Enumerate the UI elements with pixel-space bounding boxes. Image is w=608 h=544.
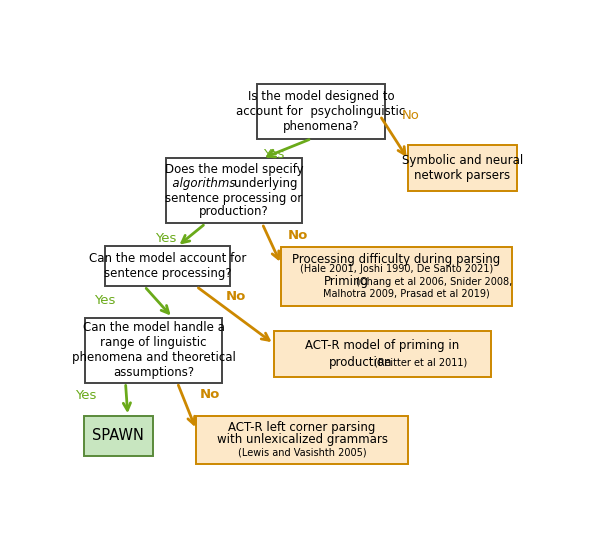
FancyBboxPatch shape — [408, 145, 517, 191]
Text: algorithms: algorithms — [170, 177, 236, 190]
FancyBboxPatch shape — [165, 158, 302, 224]
FancyBboxPatch shape — [85, 416, 153, 456]
Text: Can the model handle a
range of linguistic
phenomena and theoretical
assumptions: Can the model handle a range of linguist… — [72, 321, 236, 379]
FancyBboxPatch shape — [105, 246, 230, 286]
Text: production?: production? — [199, 206, 269, 218]
Text: Yes: Yes — [94, 294, 115, 307]
FancyBboxPatch shape — [257, 84, 385, 139]
Text: Priming: Priming — [323, 275, 368, 288]
Text: (Hale 2001, Joshi 1990, De Santo 2021): (Hale 2001, Joshi 1990, De Santo 2021) — [300, 264, 493, 274]
Text: (Chang et al 2006, Snider 2008,: (Chang et al 2006, Snider 2008, — [356, 277, 513, 287]
Text: Does the model specify: Does the model specify — [165, 164, 303, 176]
Text: No: No — [226, 290, 246, 303]
Text: No: No — [402, 109, 420, 122]
Text: ACT-R model of priming in: ACT-R model of priming in — [305, 339, 460, 353]
Text: No: No — [287, 230, 308, 243]
Text: Yes: Yes — [155, 232, 176, 245]
Text: production: production — [330, 356, 393, 369]
Text: No: No — [200, 388, 221, 401]
Text: with unlexicalized grammars: with unlexicalized grammars — [216, 433, 388, 446]
FancyBboxPatch shape — [85, 318, 222, 382]
Text: Is the model designed to
account for  psycholinguistic
phenomena?: Is the model designed to account for psy… — [237, 90, 406, 133]
Text: (Lewis and Vasishth 2005): (Lewis and Vasishth 2005) — [238, 448, 367, 458]
Text: sentence processing or: sentence processing or — [165, 192, 302, 205]
Text: Processing difficulty during parsing: Processing difficulty during parsing — [292, 253, 500, 265]
Text: SPAWN: SPAWN — [92, 429, 144, 443]
Text: (Reitter et al 2011): (Reitter et al 2011) — [375, 358, 468, 368]
FancyBboxPatch shape — [196, 416, 408, 464]
Text: ACT-R left corner parsing: ACT-R left corner parsing — [229, 421, 376, 434]
FancyBboxPatch shape — [281, 248, 512, 306]
Text: Yes: Yes — [75, 388, 96, 401]
Text: underlying: underlying — [233, 177, 297, 190]
Text: Yes: Yes — [263, 148, 285, 161]
Text: Malhotra 2009, Prasad et al 2019): Malhotra 2009, Prasad et al 2019) — [323, 288, 490, 299]
Text: Can the model account for
sentence processing?: Can the model account for sentence proce… — [89, 252, 247, 280]
FancyBboxPatch shape — [274, 331, 491, 378]
Text: Symbolic and neural
network parsers: Symbolic and neural network parsers — [402, 154, 523, 182]
